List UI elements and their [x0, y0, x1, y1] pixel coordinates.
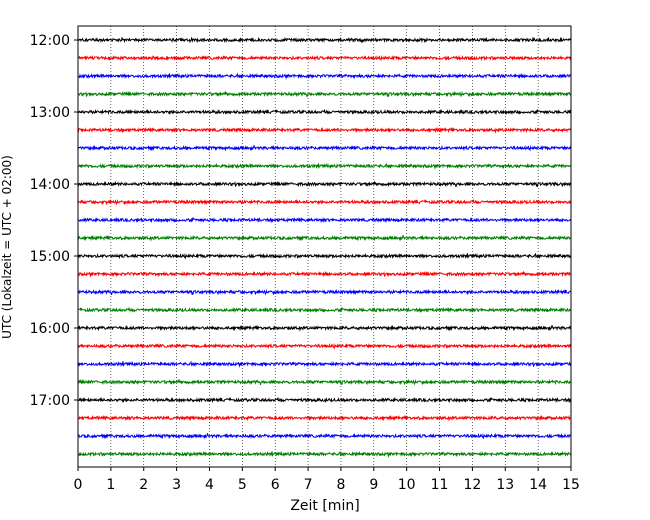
y-tick-label: 14:00: [30, 177, 70, 193]
trace-line: [77, 126, 572, 134]
trace-line: [77, 360, 572, 368]
x-tick-label: 14: [529, 477, 547, 493]
trace-line: [77, 396, 572, 404]
trace-line: [77, 234, 572, 242]
trace-line: [77, 288, 572, 296]
trace-line: [77, 432, 572, 440]
trace-line: [77, 270, 572, 278]
x-tick-label: 12: [463, 477, 481, 493]
y-tick-label: 16:00: [30, 321, 70, 337]
x-tick-label: 15: [562, 477, 580, 493]
x-tick-label: 2: [139, 477, 148, 493]
trace-line: [77, 252, 572, 260]
trace-line: [77, 216, 572, 224]
x-tick-label: 5: [238, 477, 247, 493]
trace-line: [77, 36, 572, 44]
trace-line: [77, 450, 572, 458]
trace-line: [77, 414, 572, 422]
x-tick-label: 1: [106, 477, 115, 493]
x-tick-label: 6: [271, 477, 280, 493]
x-tick-label: 8: [336, 477, 345, 493]
plot-frame: [77, 25, 572, 468]
x-ticks: 0 1 2 3 4 5 6 7 8 9 10 11 12 13 14 15: [74, 467, 580, 493]
traces-layer: [77, 36, 572, 458]
x-tick-label: 0: [74, 477, 83, 493]
trace-line: [77, 90, 572, 98]
trace-line: [77, 144, 572, 152]
x-tick-label: 9: [369, 477, 378, 493]
y-tick-label: 15:00: [30, 249, 70, 265]
trace-line: [77, 108, 572, 116]
x-axis-title: Zeit [min]: [290, 498, 359, 514]
x-tick-label: 11: [431, 477, 449, 493]
trace-line: [77, 378, 572, 386]
y-tick-label: 12:00: [30, 33, 70, 49]
trace-line: [77, 180, 572, 188]
trace-line: [77, 54, 572, 62]
x-tick-label: 13: [496, 477, 514, 493]
trace-line: [77, 198, 572, 206]
trace-line: [77, 306, 572, 314]
y-ticks: 12:00 13:00 14:00 15:00 16:00 17:00: [30, 33, 78, 409]
trace-line: [77, 162, 572, 170]
trace-line: [77, 72, 572, 80]
x-tick-label: 4: [205, 477, 214, 493]
trace-line: [77, 342, 572, 350]
x-tick-label: 10: [398, 477, 416, 493]
y-tick-label: 17:00: [30, 393, 70, 409]
y-tick-label: 13:00: [30, 105, 70, 121]
y-axis-title: UTC (Lokalzeit = UTC + 02:00): [0, 155, 14, 339]
x-tick-label: 3: [172, 477, 181, 493]
trace-line: [77, 324, 572, 332]
x-tick-label: 7: [304, 477, 313, 493]
